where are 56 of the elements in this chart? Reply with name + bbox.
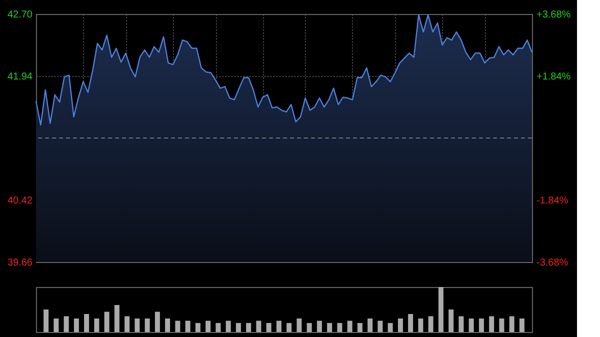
bar bbox=[175, 320, 180, 332]
bar bbox=[216, 323, 221, 332]
bar bbox=[144, 318, 150, 332]
bar bbox=[428, 316, 434, 332]
bar bbox=[236, 323, 241, 332]
bar bbox=[438, 287, 444, 332]
y-tick-label: 40.42 bbox=[7, 196, 33, 206]
y2-tick-label: -3.68% bbox=[536, 258, 568, 268]
bar bbox=[337, 323, 342, 332]
y2-tick-label: +3.68% bbox=[536, 10, 571, 20]
bar bbox=[124, 316, 130, 332]
bar bbox=[266, 323, 272, 332]
bar bbox=[256, 320, 262, 332]
y2-tick-label: -1.84% bbox=[536, 196, 568, 206]
bar bbox=[418, 318, 424, 332]
bar bbox=[226, 320, 231, 332]
bar bbox=[368, 318, 373, 332]
bar bbox=[104, 312, 110, 332]
bar bbox=[408, 314, 414, 332]
bar bbox=[306, 323, 312, 332]
bar bbox=[388, 323, 393, 332]
bar bbox=[94, 318, 100, 332]
bar bbox=[468, 318, 474, 332]
bar bbox=[296, 318, 302, 332]
bar bbox=[134, 318, 140, 332]
bar bbox=[246, 323, 252, 332]
bar bbox=[327, 323, 332, 332]
y-tick-label: 41.94 bbox=[7, 72, 33, 82]
bar bbox=[499, 318, 504, 332]
bar bbox=[54, 318, 59, 332]
bar bbox=[64, 316, 69, 332]
bar bbox=[509, 316, 514, 332]
bar bbox=[478, 318, 484, 332]
bar bbox=[458, 316, 464, 332]
bar bbox=[206, 320, 211, 332]
bar bbox=[84, 314, 90, 332]
bar bbox=[165, 318, 170, 332]
bar bbox=[489, 316, 494, 332]
bar bbox=[185, 320, 190, 332]
bar bbox=[44, 310, 49, 332]
bar bbox=[347, 320, 352, 332]
bar bbox=[316, 320, 322, 332]
bar bbox=[448, 310, 454, 332]
bar bbox=[114, 305, 120, 332]
bar bbox=[378, 320, 383, 332]
bar bbox=[519, 318, 524, 332]
bar bbox=[195, 323, 200, 332]
bar bbox=[357, 323, 362, 332]
bar bbox=[74, 318, 79, 332]
y-tick-label: 42.70 bbox=[7, 10, 33, 20]
bar bbox=[286, 323, 292, 332]
bar bbox=[154, 312, 160, 332]
bar bbox=[398, 318, 403, 332]
y2-tick-label: +1.84% bbox=[536, 72, 571, 82]
y-tick-label: 39.66 bbox=[7, 258, 33, 268]
bar bbox=[276, 320, 282, 332]
